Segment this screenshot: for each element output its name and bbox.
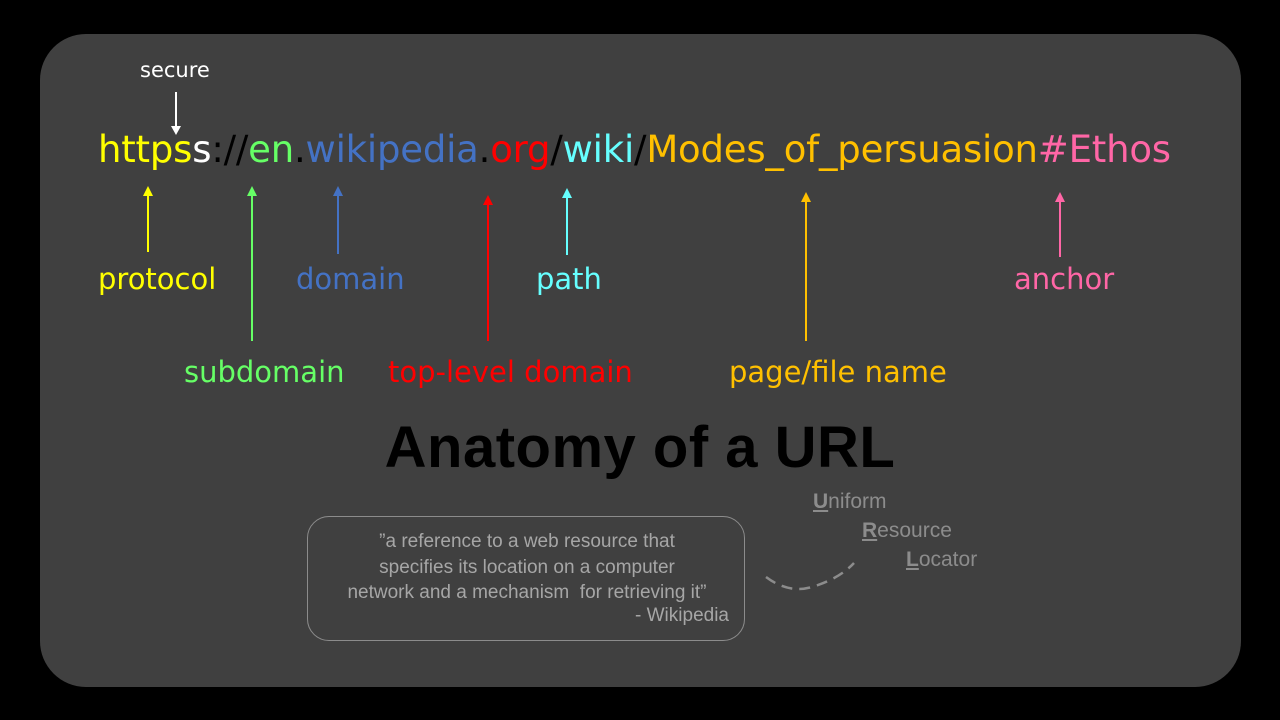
url-part: / [634, 128, 647, 171]
url-part: s [192, 128, 212, 171]
quote-line: ”a reference to a web resource that [379, 531, 675, 552]
label-domain: domain [296, 262, 405, 296]
acronym-rest: niform [828, 490, 887, 513]
url-part: . [293, 128, 306, 171]
example-url: httpss://en.wikipedia.org/wiki/Modes_of_… [98, 128, 1171, 171]
tld-arrow-head [483, 195, 493, 205]
secure-label: secure [140, 58, 210, 82]
url-part: / [550, 128, 563, 171]
acronym-rest: ocator [918, 548, 978, 571]
diagram-card [40, 34, 1241, 687]
url-part: org [490, 128, 551, 171]
url-part: wiki [562, 128, 635, 171]
url-part: wikipedia [305, 128, 479, 171]
acronym-locator: Locator [906, 548, 977, 572]
acronym-initial: L [906, 548, 919, 571]
anchor-arrow-head [1055, 192, 1065, 202]
url-part: :// [211, 128, 249, 171]
page-arrow-head [801, 192, 811, 202]
label-path: path [536, 262, 602, 296]
label-top-level-domain: top-level domain [388, 355, 633, 389]
quote-line: specifies its location on a computer [379, 556, 675, 578]
acronym-initial: R [862, 519, 878, 542]
url-part: https [98, 128, 193, 171]
url-part: en [248, 128, 294, 171]
domain-arrow-head [333, 186, 343, 196]
quote-line: network and a mechanism for retrieving i… [347, 582, 707, 603]
quote-source: - Wikipedia [635, 605, 729, 626]
path-arrow-head [562, 188, 572, 198]
acronym-rest: esource [877, 519, 952, 542]
wikipedia-quote-box: ”a reference to a web resource that spec… [307, 516, 745, 641]
label-page-file-name: page/file name [729, 355, 947, 389]
acronym-uniform: Uniform [813, 490, 887, 514]
acronym-initial: U [813, 490, 829, 513]
label-subdomain: subdomain [184, 355, 345, 389]
label-anchor: anchor [1014, 262, 1115, 296]
secure-arrow-head [171, 126, 181, 135]
url-part: Modes_of_persuasion [646, 128, 1038, 171]
url-part: . [478, 128, 491, 171]
subdomain-arrow-head [247, 186, 257, 196]
page-title: Anatomy of a URL [384, 415, 896, 480]
quote-text: ”a reference to a web resource that spec… [308, 529, 746, 606]
protocol-arrow-head [143, 186, 153, 196]
acronym-resource: Resource [862, 519, 952, 543]
dashed-connector [765, 562, 855, 591]
label-protocol: protocol [98, 262, 217, 296]
url-part: #Ethos [1037, 128, 1171, 171]
